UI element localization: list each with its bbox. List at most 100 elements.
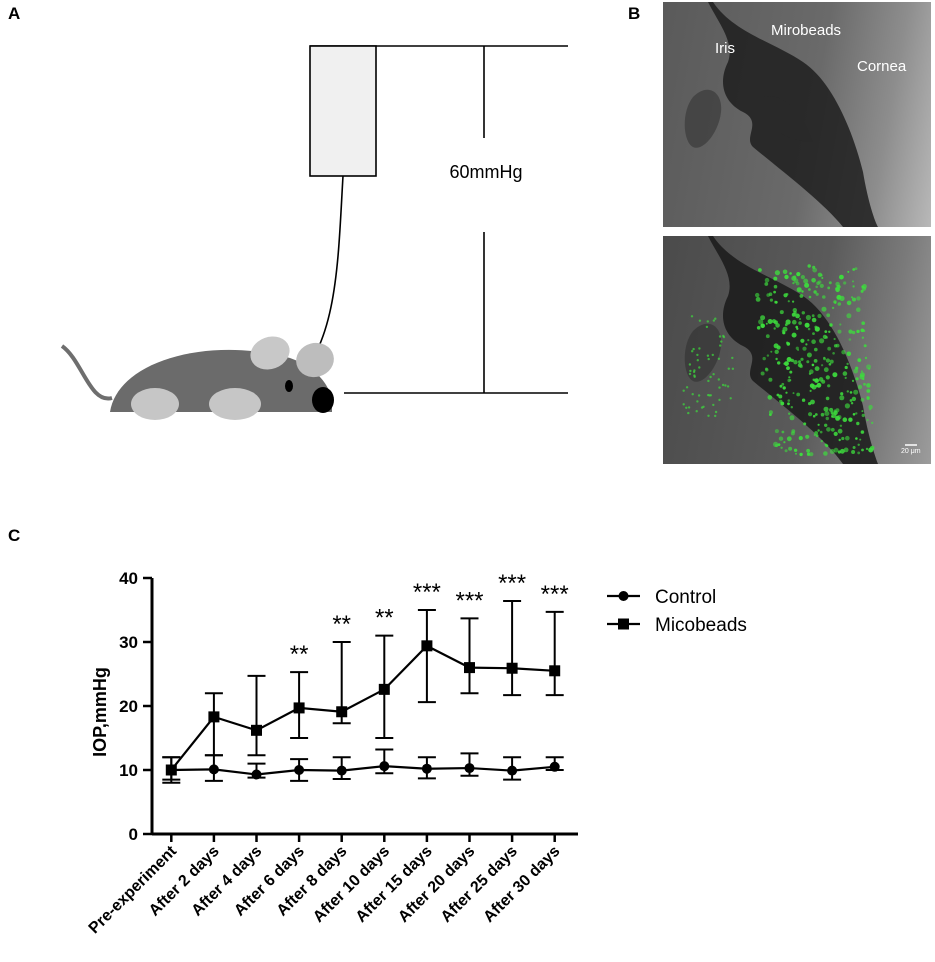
fluorescent-bead <box>861 336 865 339</box>
fluorescent-bead <box>856 307 861 312</box>
fluorescent-bead <box>766 354 770 357</box>
fluorescent-bead <box>685 386 689 389</box>
fluorescent-bead <box>700 406 704 409</box>
fluorescent-bead <box>825 416 829 421</box>
fluorescent-bead <box>774 429 779 434</box>
fluorescent-bead <box>786 436 792 442</box>
fluorescent-bead <box>804 322 810 328</box>
x-tick-label: After 10 days <box>310 843 393 926</box>
fluorescent-bead <box>849 391 853 394</box>
fluorescent-bead <box>851 379 855 382</box>
fluorescent-bead <box>808 412 813 417</box>
fluorescent-bead <box>712 319 716 322</box>
fluorescent-bead <box>805 343 808 346</box>
fluorescent-bead <box>718 386 721 389</box>
brightfield-micrograph: Iris Mirobeads Cornea <box>663 2 931 227</box>
fluorescent-bead <box>714 410 718 414</box>
fluorescent-bead <box>828 330 831 333</box>
fluorescent-bead <box>796 287 802 293</box>
fluorescent-bead <box>787 399 791 402</box>
fluorescent-bead <box>860 328 865 333</box>
fluorescent-bead <box>774 300 778 304</box>
fluorescent-bead <box>814 431 818 435</box>
legend-marker-control <box>618 591 629 601</box>
significance-marker: *** <box>541 581 569 608</box>
fluorescent-bead <box>760 323 765 329</box>
fluorescent-bead <box>852 280 854 283</box>
fluorescent-bead <box>824 443 827 446</box>
mouse-ear-front <box>296 342 334 378</box>
fluorescent-bead <box>835 287 838 290</box>
fluorescent-bead <box>827 384 831 388</box>
panel-label-c: C <box>8 526 21 545</box>
significance-marker: *** <box>455 587 483 614</box>
fluorescent-bead <box>869 445 875 451</box>
fluorescent-bead <box>851 330 856 335</box>
fluorescent-bead <box>696 353 699 357</box>
fluorescent-bead <box>773 290 776 294</box>
fluorescent-bead <box>812 332 815 335</box>
fluorescent-bead <box>796 392 801 397</box>
pressure-label: 60mmHg <box>449 162 522 182</box>
fluorescent-bead <box>815 434 819 438</box>
fluorescent-bead <box>691 393 694 396</box>
fluorescent-bead <box>866 418 869 422</box>
fluorescent-bead <box>712 403 715 407</box>
fluorescent-bead <box>820 412 825 417</box>
fluorescent-bead <box>785 292 789 296</box>
fluorescent-bead <box>729 397 732 400</box>
fluorescent-bead <box>811 363 815 367</box>
fluorescent-bead <box>851 396 857 402</box>
fluorescent-bead <box>831 415 834 418</box>
fluorescent-bead <box>856 329 860 334</box>
micobeads-point <box>421 640 433 652</box>
y-tick-label: 10 <box>119 761 138 780</box>
fluorescent-bead <box>785 319 791 325</box>
fluorescent-bead <box>731 356 734 360</box>
fluorescent-bead <box>865 447 869 451</box>
fluorescent-bead <box>786 357 792 362</box>
fluorescent-bead <box>788 376 791 379</box>
fluorescent-bead <box>789 415 795 421</box>
fluorescent-bead <box>693 374 696 377</box>
fluorescent-bead <box>698 347 701 350</box>
fluorescent-bead <box>852 413 856 416</box>
fluorescent-bead <box>827 346 832 351</box>
fluorescent-bead <box>697 394 701 397</box>
x-tick-label: After 25 days <box>438 843 521 926</box>
fluorescent-bead <box>773 276 778 281</box>
fluorescence-micrograph: 20 μm <box>663 236 931 464</box>
fluorescent-bead <box>793 275 797 279</box>
fluorescent-bead <box>793 360 798 365</box>
control-point <box>251 769 262 780</box>
significance-marker: ** <box>375 605 394 632</box>
fluorescent-bead <box>707 379 710 383</box>
fluorescent-bead <box>843 447 849 453</box>
fluorescent-bead <box>722 334 725 338</box>
fluorescent-bead <box>688 372 692 376</box>
fluorescent-bead <box>808 288 811 291</box>
fluorescent-bead <box>839 395 845 401</box>
fluorescent-bead <box>837 329 842 334</box>
y-tick-label: 20 <box>119 697 138 716</box>
fluorescent-bead <box>724 384 727 387</box>
significance-marker: ** <box>332 611 351 638</box>
fluorescent-bead <box>721 383 725 387</box>
fluorescent-bead <box>801 398 806 402</box>
fluorescent-bead <box>846 390 849 393</box>
fluorescent-bead <box>718 398 721 402</box>
reservoir-box <box>309 45 377 177</box>
fluorescent-bead <box>718 335 722 338</box>
fluorescent-bead <box>853 389 859 395</box>
fluorescent-bead <box>682 403 685 406</box>
mouse-tail <box>60 344 113 401</box>
fluorescent-bead <box>790 406 793 409</box>
fluorescent-bead <box>822 295 826 299</box>
fluorescent-bead <box>823 451 828 456</box>
fluorescent-bead <box>852 297 856 302</box>
fluorescent-bead <box>823 357 826 361</box>
fluorescent-bead <box>839 274 844 280</box>
fluorescent-bead <box>846 362 849 366</box>
fluorescent-bead <box>855 366 859 370</box>
fluorescent-bead <box>864 356 868 360</box>
